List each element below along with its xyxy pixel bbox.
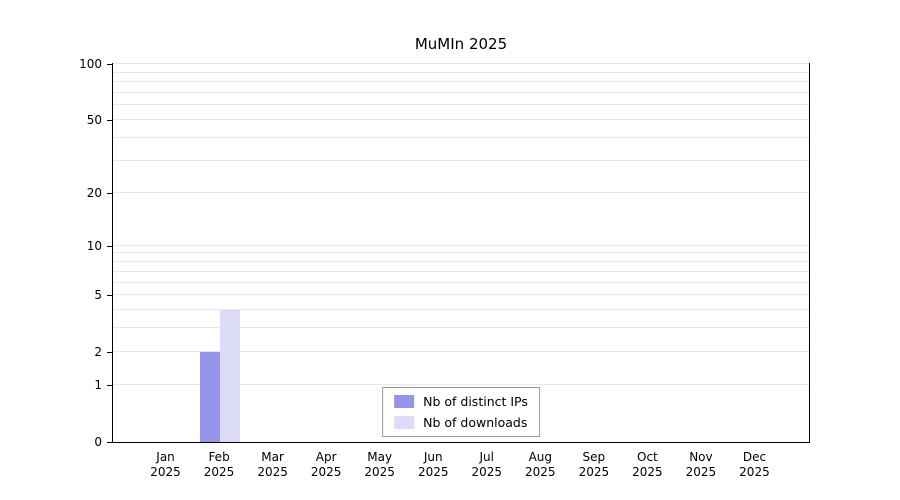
gridline	[113, 261, 809, 263]
gridline	[113, 118, 809, 120]
y-tick-label: 10	[86, 238, 102, 253]
legend-item-distinct-ips: Nb of distinct IPs	[394, 394, 528, 409]
bar-nb-of-distinct-ips	[200, 352, 221, 442]
x-tick-label: Jul 2025	[471, 450, 503, 479]
gridline	[113, 309, 809, 311]
gridline	[113, 136, 809, 138]
x-tick-label: Jan 2025	[150, 450, 181, 479]
gridline	[113, 351, 809, 353]
gridline	[113, 244, 809, 246]
y-tick-label: 5	[94, 288, 102, 303]
gridline	[113, 91, 809, 93]
gridline	[113, 384, 809, 386]
legend-label-distinct-ips: Nb of distinct IPs	[423, 394, 528, 409]
gridline	[113, 191, 809, 193]
y-tick-mark	[107, 385, 112, 387]
y-tick-mark	[107, 352, 112, 354]
gridline	[113, 270, 809, 272]
x-tick-label: Jun 2025	[417, 450, 449, 479]
y-tick-label: 20	[86, 185, 102, 200]
x-tick-label: Dec 2025	[739, 450, 770, 479]
y-tick-mark	[107, 245, 112, 247]
legend-swatch-distinct-ips	[394, 395, 415, 408]
y-tick-label: 50	[86, 112, 102, 127]
x-tick-label: Feb 2025	[203, 450, 235, 479]
y-tick-mark	[107, 64, 112, 65]
plot-area: Nb of distinct IPs Nb of downloads	[112, 63, 810, 443]
y-tick-label: 1	[94, 378, 102, 393]
legend-item-downloads: Nb of downloads	[394, 415, 528, 430]
x-tick-label: May 2025	[364, 450, 395, 479]
x-tick-label: Sep 2025	[578, 450, 610, 479]
chart-title: MuMIn 2025	[414, 35, 508, 53]
x-tick-label: Mar 2025	[257, 450, 288, 479]
gridline	[113, 81, 809, 83]
legend: Nb of distinct IPs Nb of downloads	[382, 387, 540, 437]
y-tick-mark	[107, 119, 112, 121]
y-tick-mark	[107, 295, 112, 297]
gridline	[113, 281, 809, 283]
y-tick-mark	[107, 442, 112, 443]
x-tick-label: Apr 2025	[310, 450, 342, 479]
y-tick-mark	[107, 192, 112, 194]
gridline	[113, 252, 809, 254]
legend-swatch-downloads	[394, 416, 415, 429]
y-tick-label: 100	[79, 57, 102, 71]
y-tick-label: 0	[94, 435, 102, 449]
legend-label-downloads: Nb of downloads	[423, 415, 528, 430]
y-tick-label: 2	[94, 345, 102, 360]
x-tick-label: Nov 2025	[685, 450, 717, 479]
bar-nb-of-downloads	[220, 310, 241, 442]
gridline	[113, 104, 809, 106]
gridline	[113, 327, 809, 329]
gridline	[113, 71, 809, 73]
gridline	[113, 159, 809, 161]
gridline	[113, 294, 809, 296]
x-tick-label: Aug 2025	[525, 450, 556, 479]
gridline	[113, 63, 809, 64]
x-tick-label: Oct 2025	[632, 450, 663, 479]
